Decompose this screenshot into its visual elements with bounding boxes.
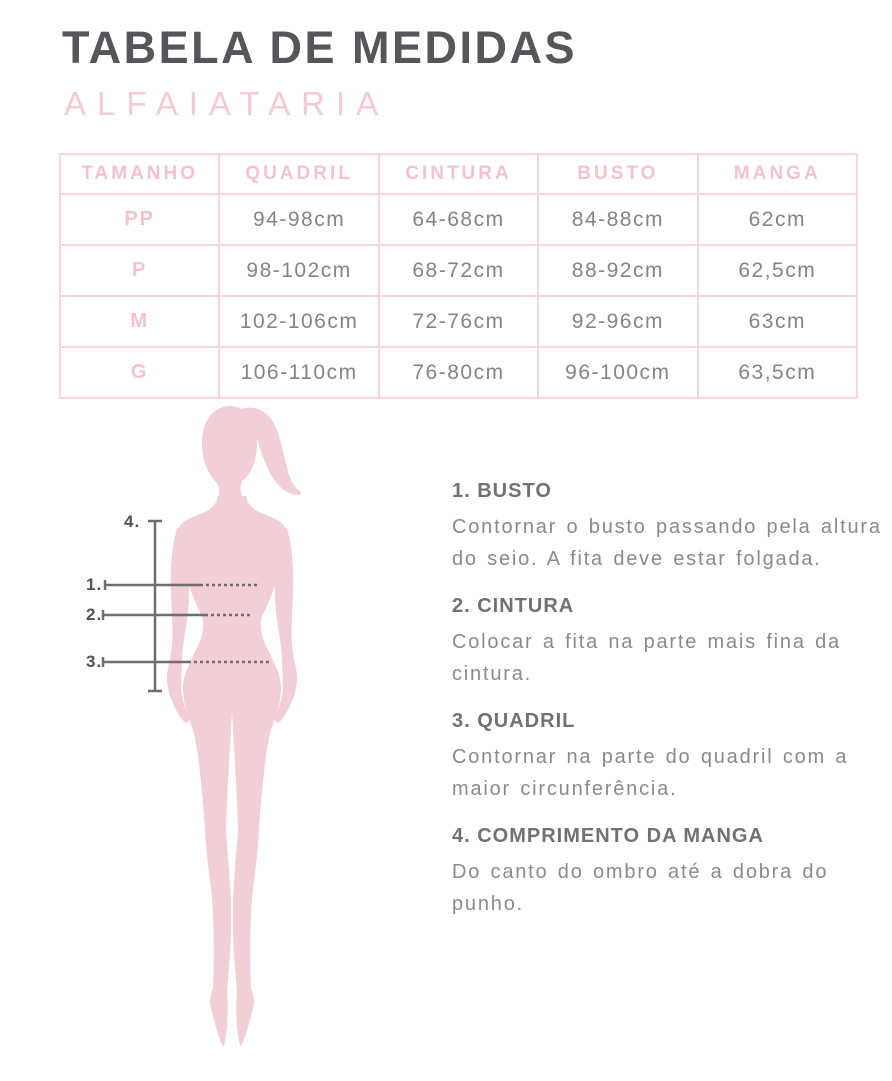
size-label: M xyxy=(58,295,221,348)
silhouette-right-arm xyxy=(274,528,298,723)
page-subtitle: ALFAIATARIA xyxy=(64,85,390,122)
silhouette-body xyxy=(176,496,288,1047)
quadril-value: 94-98cm xyxy=(218,193,380,246)
instruction-text: Contornar o busto passando pela altura d… xyxy=(452,516,882,570)
quadril-value: 106-110cm xyxy=(218,346,380,399)
size-label: P xyxy=(58,244,221,297)
manga-value: 63,5cm xyxy=(696,346,859,399)
cintura-value: 68-72cm xyxy=(377,244,540,297)
column-header-tamanho: TAMANHO xyxy=(58,153,221,195)
measurements-table: TAMANHO QUADRIL CINTURA BUSTO MANGA PP 9… xyxy=(58,153,859,399)
instruction-title: 2. CINTURA xyxy=(452,595,575,617)
instruction-text: Do canto do ombro até a dobra do punho. xyxy=(452,861,829,915)
instruction-cintura: 2. CINTURA Colocar a fita na parte mais … xyxy=(452,595,884,690)
table-row: G 106-110cm 76-80cm 96-100cm 63,5cm xyxy=(58,346,859,399)
busto-value: 92-96cm xyxy=(537,295,699,348)
bust-measure-line xyxy=(103,580,260,590)
manga-value: 62cm xyxy=(696,193,859,246)
busto-value: 84-88cm xyxy=(537,193,699,246)
manga-value: 62,5cm xyxy=(696,244,859,297)
table-row: M 102-106cm 72-76cm 92-96cm 63cm xyxy=(58,295,859,348)
busto-value: 88-92cm xyxy=(537,244,699,297)
bust-line-number: 1. xyxy=(86,575,103,594)
instruction-quadril: 3. QUADRIL Contornar na parte do quadril… xyxy=(452,710,884,805)
column-header-busto: BUSTO xyxy=(537,153,699,195)
sleeve-measure-line xyxy=(148,519,162,693)
instruction-text: Colocar a fita na parte mais fina da cin… xyxy=(452,631,841,685)
instruction-text: Contornar na parte do quadril com a maio… xyxy=(452,746,849,800)
instruction-title: 4. COMPRIMENTO DA MANGA xyxy=(452,825,764,847)
cintura-value: 72-76cm xyxy=(377,295,540,348)
quadril-value: 98-102cm xyxy=(218,244,380,297)
instruction-busto: 1. BUSTO Contornar o busto passando pela… xyxy=(452,480,884,575)
cintura-value: 64-68cm xyxy=(377,193,540,246)
table-row: P 98-102cm 68-72cm 88-92cm 62,5cm xyxy=(58,244,859,297)
instructions-section: 1. BUSTO Contornar o busto passando pela… xyxy=(452,480,884,940)
sleeve-line-number: 4. xyxy=(124,512,141,531)
instruction-title: 3. QUADRIL xyxy=(452,710,576,732)
column-header-manga: MANGA xyxy=(696,153,859,195)
manga-value: 63cm xyxy=(696,295,859,348)
silhouette-head xyxy=(201,406,258,498)
page-title: TABELA DE MEDIDAS xyxy=(62,22,577,73)
waist-line-number: 2. xyxy=(86,605,103,624)
silhouette-left-arm xyxy=(166,528,190,723)
female-silhouette-illustration xyxy=(101,406,302,1047)
size-label: G xyxy=(58,346,221,399)
waist-measure-line xyxy=(101,610,250,620)
quadril-value: 102-106cm xyxy=(218,295,380,348)
measurement-figure: 1. 2. 3. 4. xyxy=(80,400,410,1060)
hip-line-number: 3. xyxy=(86,652,103,671)
hip-measure-line xyxy=(101,657,272,667)
table-row: PP 94-98cm 64-68cm 84-88cm 62cm xyxy=(58,193,859,246)
instruction-manga: 4. COMPRIMENTO DA MANGA Do canto do ombr… xyxy=(452,825,884,920)
busto-value: 96-100cm xyxy=(537,346,699,399)
column-header-quadril: QUADRIL xyxy=(218,153,380,195)
instruction-title: 1. BUSTO xyxy=(452,480,552,502)
column-header-cintura: CINTURA xyxy=(377,153,540,195)
size-label: PP xyxy=(58,193,221,246)
header: TABELA DE MEDIDAS ALFAIATARIA xyxy=(62,22,577,123)
cintura-value: 76-80cm xyxy=(377,346,540,399)
silhouette-ponytail xyxy=(238,407,302,495)
table-header-row: TAMANHO QUADRIL CINTURA BUSTO MANGA xyxy=(58,153,859,195)
